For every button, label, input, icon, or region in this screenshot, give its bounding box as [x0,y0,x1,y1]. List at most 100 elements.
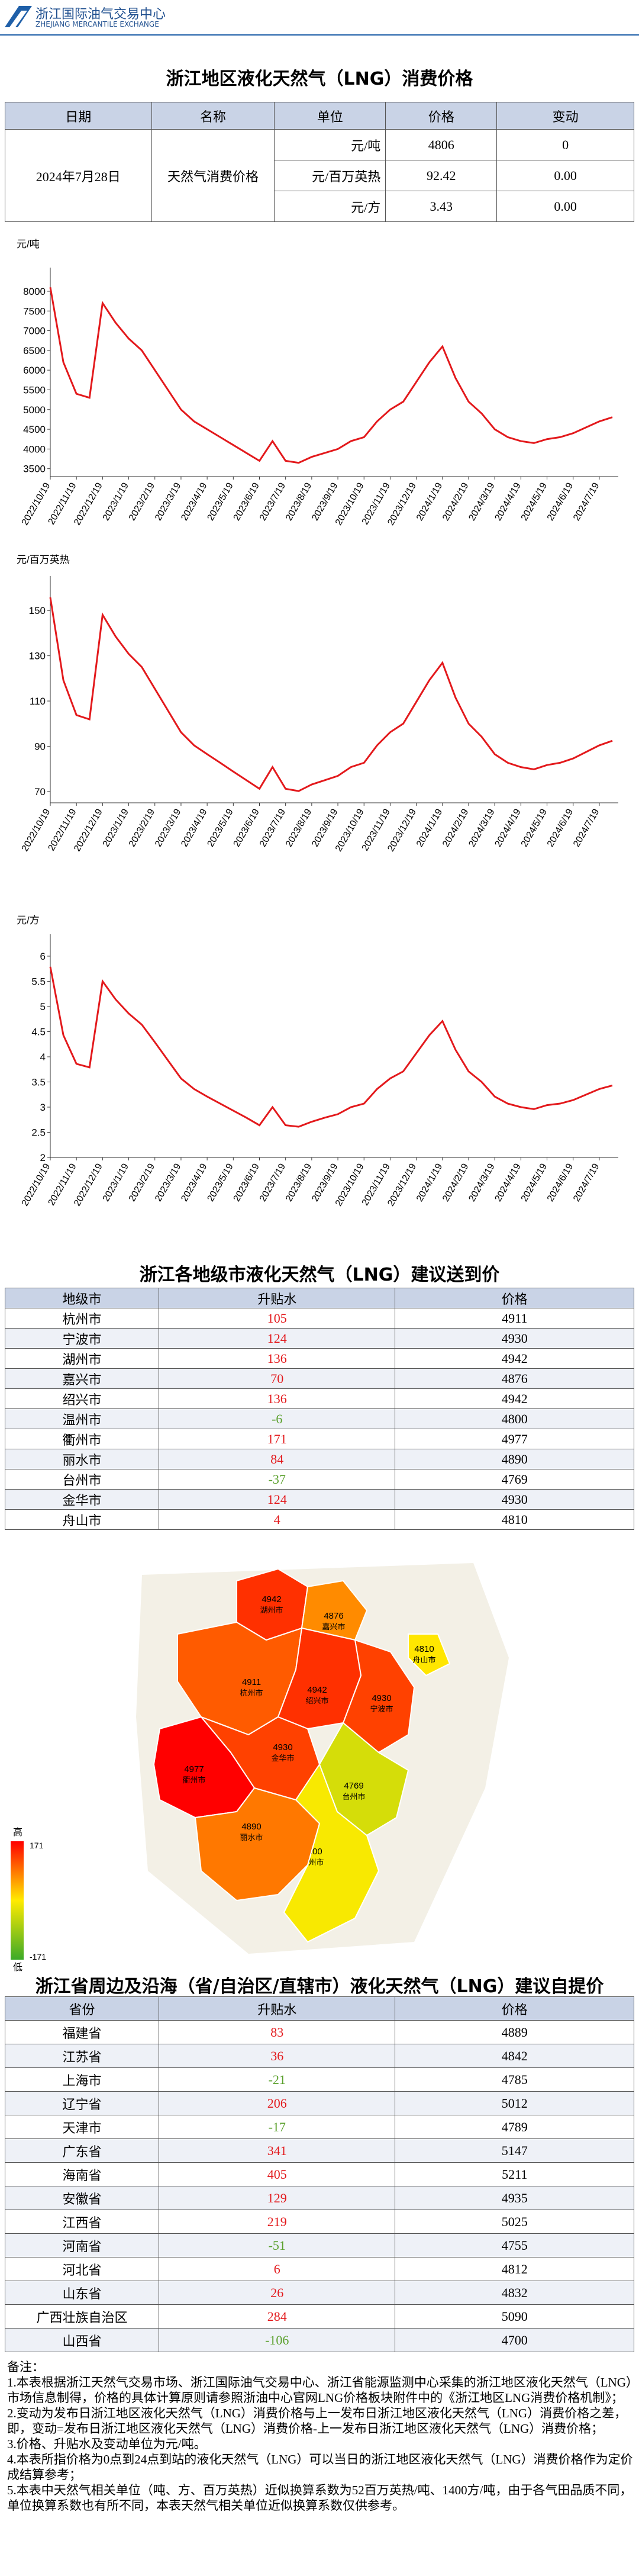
price-line [49,966,613,1128]
x-tick-label: 2024/4/19 [493,807,522,848]
region-name: 衢州市 [182,1776,205,1784]
y-tick-label: 7500 [23,305,46,317]
cell: 4789 [395,2115,634,2139]
y-tick-label: 2 [40,1152,46,1163]
cell: 136 [158,1388,396,1409]
row: 河南省 -51 4755 [5,2233,634,2257]
x-tick-label: 2023/1/19 [101,807,131,848]
x-tick-label: 2023/8/19 [284,1162,314,1203]
cell: 温州市 [5,1408,159,1429]
cell: 广东省 [5,2138,159,2163]
cell: -17 [158,2115,396,2139]
cell: 4800 [395,1408,634,1429]
map-region [408,1633,451,1677]
x-tick-label: 2024/2/19 [441,481,470,522]
cell: 124 [158,1328,396,1349]
cell: -6 [158,1408,396,1429]
region-price: 4930 [372,1693,391,1703]
row: 绍兴市 136 4942 [5,1388,634,1409]
cell: 5147 [395,2138,634,2163]
y-tick-label: 130 [29,651,46,662]
region-price: 4890 [241,1822,261,1832]
row: 台州市 -37 4769 [5,1469,634,1490]
charts: 元/吨 3500 4000 4500 5000 5500 6000 6500 7000 7500 8… [17,239,618,1208]
cell: 4942 [395,1388,634,1409]
region-name: 台州市 [342,1792,365,1801]
price-line [49,287,613,464]
cell: 136 [158,1348,396,1369]
cell: 河南省 [5,2233,159,2257]
note-item: 3.价格、升贴水及变动单位为元/吨。 [7,2437,206,2451]
map: 4911杭州市4930宁波市4942湖州市4876嘉兴市4942绍兴市4800温… [11,1563,509,1972]
cell: 129 [158,2186,396,2210]
x-tick-label: 2024/5/19 [519,1162,549,1203]
row: 舟山市 4 4810 [5,1509,634,1530]
y-axis-label: 元/百万英热 [17,554,70,565]
cell: 4942 [395,1348,634,1369]
cell: 4785 [395,2067,634,2092]
x-tick-label: 2023/6/19 [232,1162,262,1203]
header-cell: 省份 [5,1996,159,2021]
y-axis-label: 元/方 [17,915,40,926]
cell: 江西省 [5,2210,159,2234]
header-cell: 升贴水 [158,1288,396,1308]
region-name: 金华市 [271,1754,294,1763]
cell: 4889 [395,2020,634,2044]
row: 海南省 405 5211 [5,2162,634,2186]
cell: 4832 [395,2281,634,2305]
cell: -51 [158,2233,396,2257]
row: 嘉兴市 70 4876 [5,1368,634,1389]
cell: 4812 [395,2257,634,2281]
x-tick-label: 2023/4/19 [179,807,209,848]
y-tick-label: 3.5 [31,1077,46,1088]
cell: -21 [158,2067,396,2092]
row: 河北省 6 4812 [5,2257,634,2281]
row: 湖州市 136 4942 [5,1348,634,1369]
cell: 70 [158,1368,396,1389]
x-tick-label: 2023/5/19 [205,481,235,522]
row: 上海市 -21 4785 [5,2067,634,2092]
cell: 天津市 [5,2115,159,2139]
legend-min: -171 [30,1952,46,1961]
x-tick-label: 2023/8/19 [284,481,314,522]
cell: 36 [158,2044,396,2068]
legend-max: 171 [30,1841,44,1850]
cell: -37 [158,1469,396,1490]
x-tick-label: 2024/1/19 [415,481,444,522]
cell: 0.00 [496,160,634,191]
cell: 219 [158,2210,396,2234]
x-tick-label: 2023/6/19 [232,481,262,522]
note-list: 1.本表根据浙江天然气交易市场、浙江国际油气交易中心、浙江省能源监测中心采集的浙… [7,2375,634,2513]
cell: 上海市 [5,2067,159,2092]
cell: 4930 [395,1489,634,1510]
header-cell: 价格 [395,1288,634,1308]
region-name: 宁波市 [370,1705,393,1713]
region-name: 杭州市 [240,1689,263,1697]
header-cell: 价格 [395,1996,634,2021]
org-name: 浙江国际油气交易中心 [36,7,166,22]
notes: 备注： 1.本表根据浙江天然气交易市场、浙江国际油气交易中心、浙江省能源监测中心… [7,2359,634,2513]
cell: 83 [158,2020,396,2044]
x-tick-label: 2024/2/19 [441,807,470,848]
cell: 0.00 [496,191,634,222]
section-title: 浙江各地级市液化天然气（LNG）建议送到价 [139,1265,500,1285]
cell: 124 [158,1489,396,1510]
region-name: 舟山市 [412,1655,435,1664]
header-cell: 变动 [496,102,634,130]
cell: 台州市 [5,1469,159,1490]
row: 天津市 -17 4789 [5,2115,634,2139]
x-tick-label: 2023/4/19 [179,1162,209,1203]
map-region [194,1787,321,1902]
cell: 4806 [385,129,498,160]
map-region [301,1580,368,1641]
cell: 元/百万英热 [274,160,386,191]
cell: 河北省 [5,2257,159,2281]
row: 江苏省 36 4842 [5,2044,634,2068]
y-tick-label: 70 [34,786,46,797]
section-title: 浙江地区液化天然气（LNG）消费价格 [166,69,473,89]
y-tick-label: 4000 [23,443,46,455]
x-tick-label: 2024/5/19 [519,481,549,522]
cell: 171 [158,1429,396,1449]
note-item: 2.变动为发布日浙江地区液化天然气（LNG）消费价格与上一发布日浙江地区液化天然… [7,2406,627,2436]
